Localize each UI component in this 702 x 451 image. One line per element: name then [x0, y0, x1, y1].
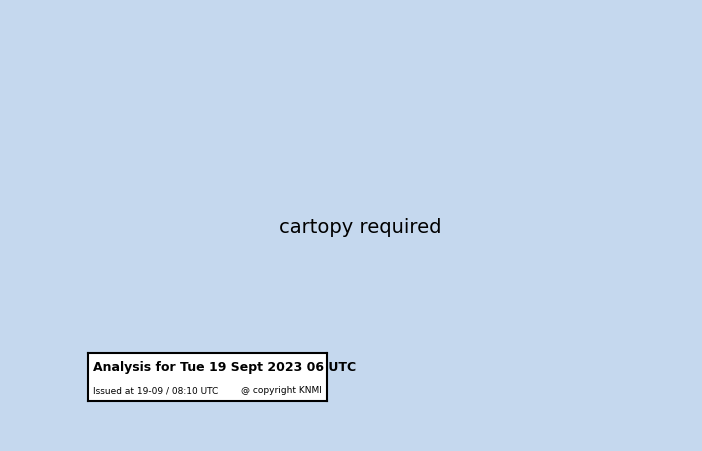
Text: cartopy required: cartopy required	[279, 218, 441, 237]
Text: @ copyright KNMI: @ copyright KNMI	[241, 386, 322, 395]
Text: Analysis for Tue 19 Sept 2023 06 UTC: Analysis for Tue 19 Sept 2023 06 UTC	[93, 361, 356, 374]
Text: Issued at 19-09 / 08:10 UTC: Issued at 19-09 / 08:10 UTC	[93, 386, 218, 395]
